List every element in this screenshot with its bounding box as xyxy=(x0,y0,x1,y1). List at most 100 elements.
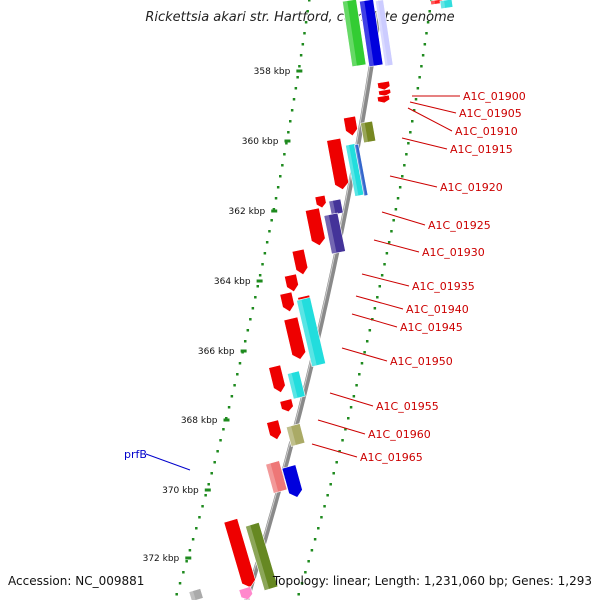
guide-dot xyxy=(254,296,257,299)
gene-label-leader xyxy=(381,211,426,226)
kbp-tick-label: 366 kbp xyxy=(198,347,235,357)
guide-dot xyxy=(256,285,260,288)
kbp-tick-mark xyxy=(284,139,291,143)
guide-dot xyxy=(360,362,364,365)
guide-dot xyxy=(201,505,204,508)
guide-dot xyxy=(310,549,314,552)
gene-bar xyxy=(323,212,346,255)
guide-dot xyxy=(338,450,341,453)
guide-dot xyxy=(323,505,326,508)
guide-dot xyxy=(403,164,406,167)
gene-label: A1C_01960 xyxy=(368,428,431,441)
kbp-tick-label: 370 kbp xyxy=(162,486,199,496)
gene-bar xyxy=(359,0,384,68)
guide-dot xyxy=(185,560,188,563)
guide-dot xyxy=(411,120,414,123)
gene-bar xyxy=(285,423,306,447)
gene-arrow xyxy=(291,248,309,276)
gene-bar xyxy=(354,143,369,197)
guide-dot xyxy=(263,252,267,255)
gene-arrow xyxy=(314,194,327,209)
guide-dot xyxy=(368,329,372,332)
guide-dot xyxy=(425,32,428,35)
kbp-tick-label: 368 kbp xyxy=(181,416,218,426)
guide-dot xyxy=(219,439,222,442)
guide-dot xyxy=(394,208,398,211)
gene-arrow xyxy=(376,94,391,104)
gene-arrow xyxy=(279,398,294,413)
gene-label-leader xyxy=(351,313,398,328)
guide-dot xyxy=(378,285,382,288)
kbp-tick-mark xyxy=(296,69,303,73)
guide-dot xyxy=(299,54,303,57)
guide-dot xyxy=(268,230,271,233)
guide-dot xyxy=(418,76,421,79)
guide-dot xyxy=(303,32,306,35)
kbp-tick-mark xyxy=(204,488,211,492)
genome-summary-text: Topology: linear; Length: 1,231,060 bp; … xyxy=(272,574,592,588)
gene-label: A1C_01920 xyxy=(440,181,503,194)
gene-arrow xyxy=(283,316,307,360)
gene-bar xyxy=(245,522,279,591)
gene-arrow xyxy=(279,291,295,313)
gene-arrow xyxy=(343,115,358,137)
guide-dot xyxy=(276,186,280,189)
guide-dot xyxy=(349,406,353,409)
guide-dot xyxy=(426,21,430,24)
guide-dot xyxy=(233,384,236,387)
guide-dot xyxy=(363,351,366,354)
guide-dot xyxy=(332,472,335,475)
guide-dot xyxy=(207,483,210,486)
guide-dot xyxy=(387,241,391,244)
guide-dot xyxy=(236,373,239,376)
guide-dot xyxy=(307,560,310,563)
kbp-tick-mark xyxy=(223,418,230,422)
gene-label-leader xyxy=(341,347,388,362)
guide-dot xyxy=(317,527,320,530)
gene-arrow xyxy=(223,518,256,588)
guide-dot xyxy=(175,593,178,596)
guide-dot xyxy=(352,395,356,398)
guide-dot xyxy=(421,54,425,57)
guide-dot xyxy=(304,571,307,574)
gene-bar xyxy=(286,370,306,400)
guide-dot xyxy=(289,120,292,123)
genome-backbone xyxy=(244,0,384,600)
gene-bar xyxy=(342,0,367,68)
gene-label-leader xyxy=(361,273,410,287)
gene-arrow xyxy=(268,364,286,394)
gene-label: A1C_01930 xyxy=(422,246,485,259)
guide-dot xyxy=(292,98,296,101)
guide-dot xyxy=(308,0,311,2)
guide-dot xyxy=(365,340,369,343)
guide-dot xyxy=(297,593,300,596)
guide-dot xyxy=(373,307,377,310)
guide-dot xyxy=(414,98,418,101)
backbone-line xyxy=(244,0,384,600)
kbp-tick-mark xyxy=(185,556,192,560)
guide-dot xyxy=(301,43,305,46)
gene-label-leader xyxy=(407,107,453,132)
kbp-tick-mark xyxy=(240,349,247,353)
gene-arrow xyxy=(378,88,392,97)
guide-dot xyxy=(230,395,234,398)
guide-dot xyxy=(283,153,286,156)
gene-arrow xyxy=(266,419,282,441)
guide-dot xyxy=(265,241,269,244)
guide-dot xyxy=(258,274,262,277)
gene-label-leader xyxy=(317,419,366,435)
guide-dot xyxy=(296,76,299,79)
guide-dot xyxy=(392,219,395,222)
gene-label: A1C_01900 xyxy=(463,90,526,103)
guide-dot xyxy=(300,582,304,585)
gene-labels: A1C_01900 A1C_01905 A1C_01910 A1C_01915 A1C_… xyxy=(124,90,526,471)
guide-dot xyxy=(238,362,242,365)
gene-bar xyxy=(375,0,394,67)
gene-bar xyxy=(296,296,326,368)
guide-dot xyxy=(279,175,282,178)
gene-label-leader xyxy=(401,137,448,150)
gene-bar xyxy=(328,198,344,216)
gene-arrow xyxy=(376,80,391,91)
guide-dot xyxy=(341,439,344,442)
guide-dot xyxy=(416,87,420,90)
